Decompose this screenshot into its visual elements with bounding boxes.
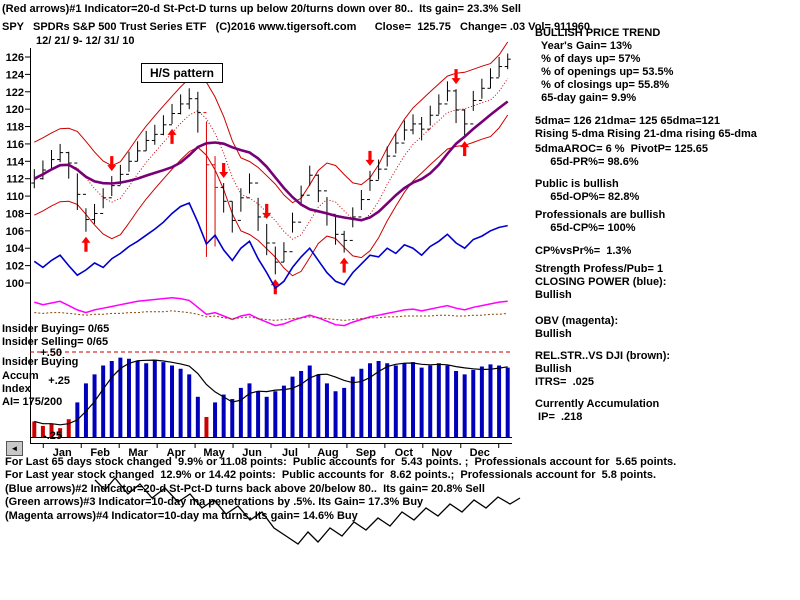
- public-status: Public is bullish: [535, 178, 619, 190]
- closing-power-header: CLOSING POWER (blue):: [535, 276, 667, 288]
- accum-panel-label-3: Index: [2, 383, 31, 395]
- indicator1-header: (Red arrows)#1 Indicator=20-d St-Pct-D t…: [2, 3, 521, 15]
- svg-text:124: 124: [6, 69, 25, 81]
- symbol-title-line: SPY SPDRs S&P 500 Trust Series ETF (C)20…: [2, 21, 591, 33]
- accum-index-histogram: +.50 +.25 -.25: [30, 347, 512, 442]
- svg-text:122: 122: [6, 87, 24, 99]
- sell-arrow-icon: [262, 203, 272, 219]
- ip-value: IP= .218: [535, 411, 583, 423]
- accum-panel-label-4: AI= 175/200: [2, 396, 63, 408]
- strength-ratio: Strength Profess/Pub= 1: [535, 263, 664, 275]
- svg-text:Jul: Jul: [282, 447, 298, 459]
- svg-text:116: 116: [6, 139, 24, 151]
- professionals-status: Professionals are bullish: [535, 209, 666, 221]
- accum-panel-label-2: Accum: [2, 370, 39, 382]
- svg-text:112: 112: [6, 174, 24, 186]
- svg-text:Feb: Feb: [90, 447, 110, 459]
- dma-trends: Rising 5-dma Rising 21-dma rising 65-dma: [535, 128, 757, 140]
- pct-days-up: % of days up= 57%: [535, 53, 641, 65]
- svg-text:-.25: -.25: [43, 430, 62, 442]
- insider-selling-label: Insider Selling= 0/65: [2, 336, 109, 348]
- pct-closings-up: % of closings up= 55.8%: [535, 79, 670, 91]
- aroc-pivot: 5dmaAROC= 6 % PivotP= 125.65: [535, 143, 709, 155]
- svg-text:Jun: Jun: [242, 447, 262, 459]
- accum-panel-label-1: Insider Buying: [2, 356, 79, 368]
- svg-text:108: 108: [6, 208, 24, 220]
- hs-pattern-annotation: H/S pattern: [141, 63, 224, 83]
- dma-values: 5dma= 126 21dma= 125 65dma=121: [535, 115, 720, 127]
- insider-buying-label: Insider Buying= 0/65: [2, 323, 110, 335]
- svg-text:120: 120: [6, 104, 24, 116]
- closing-power-line: [33, 201, 508, 290]
- obv-status: Bullish: [535, 328, 572, 340]
- svg-text:Aug: Aug: [317, 447, 338, 459]
- op-65d: 65d-OP%= 82.8%: [535, 191, 640, 203]
- closing-power-status: Bullish: [535, 289, 572, 301]
- statistics-panel: BULLISH PRICE TREND Year's Gain= 13% % o…: [535, 27, 757, 424]
- svg-text:126: 126: [6, 52, 24, 64]
- axes: 126 124 122 120 118 116 114 112 110 108 106 104 102 1…: [6, 48, 512, 459]
- svg-text:+.25: +.25: [48, 375, 70, 387]
- obv-header: OBV (magenta):: [535, 315, 619, 327]
- svg-text:104: 104: [6, 243, 25, 255]
- buy-arrow-icon: [81, 236, 91, 252]
- svg-text:114: 114: [6, 156, 25, 168]
- footer-indicator3: (Green arrows)#3 Indicator=10-day ma pen…: [5, 496, 424, 508]
- ma65-line: [33, 100, 509, 222]
- obv-line: [34, 297, 508, 327]
- footer-line-65days: For Last 65 days stock changed 9.9% or 1…: [5, 456, 677, 468]
- footer-indicator4: (Magenta arrows)#4 Indicator=10-day ma t…: [5, 510, 358, 522]
- relstr-header: REL.STR..VS DJI (brown):: [535, 350, 671, 362]
- svg-text:+.50: +.50: [40, 347, 62, 359]
- svg-text:Mar: Mar: [128, 447, 148, 459]
- sell-arrow-icon: [365, 150, 375, 166]
- svg-text:118: 118: [6, 122, 24, 134]
- gain-65day: 65-day gain= 9.9%: [535, 92, 637, 104]
- svg-text:110: 110: [6, 191, 24, 203]
- pct-openings-up: % of openings up= 53.5%: [535, 66, 674, 78]
- pr-65d: 65d-PR%= 98.6%: [535, 156, 639, 168]
- scroll-left-button[interactable]: ◄: [6, 441, 23, 456]
- candlesticks: [31, 53, 511, 275]
- svg-text:Apr: Apr: [167, 447, 187, 459]
- svg-text:106: 106: [6, 226, 24, 238]
- cp-vs-pr: CP%vsPr%= 1.3%: [535, 245, 632, 257]
- buy-arrow-icon: [460, 141, 470, 157]
- years-gain: Year's Gain= 13%: [535, 40, 632, 52]
- footer-line-year: For Last year stock changed 12.9% or 14.…: [5, 469, 657, 481]
- footer-indicator2: (Blue arrows)#2 Indicator=20-d St-Pct-D …: [5, 483, 485, 495]
- sell-arrow-icon: [107, 156, 117, 172]
- cp-65d: 65d-CP%= 100%: [535, 222, 636, 234]
- buy-arrow-icon: [339, 257, 349, 273]
- svg-text:Jan: Jan: [53, 447, 72, 459]
- accumulation-status: Currently Accumulation: [535, 398, 660, 410]
- relstr-status: Bullish: [535, 363, 572, 375]
- svg-text:100: 100: [6, 278, 24, 290]
- sell-arrow-icon: [451, 69, 461, 85]
- envelope-bands: [34, 41, 509, 277]
- svg-text:Dec: Dec: [470, 447, 490, 459]
- scroll-left-icon: ◄: [10, 444, 19, 453]
- buy-arrow-icon: [167, 128, 177, 144]
- svg-text:102: 102: [6, 261, 24, 273]
- itrs-value: ITRS= .025: [535, 376, 595, 388]
- svg-text:Nov: Nov: [431, 447, 453, 459]
- svg-text:Sep: Sep: [356, 447, 376, 459]
- trend-headline: BULLISH PRICE TREND: [535, 27, 661, 39]
- date-range: 12/ 21/ 9- 12/ 31/ 10: [36, 35, 135, 47]
- svg-text:Oct: Oct: [395, 447, 414, 459]
- rel-str-line: [34, 310, 508, 321]
- sell-arrow-icon: [219, 163, 229, 179]
- svg-text:May: May: [203, 447, 225, 459]
